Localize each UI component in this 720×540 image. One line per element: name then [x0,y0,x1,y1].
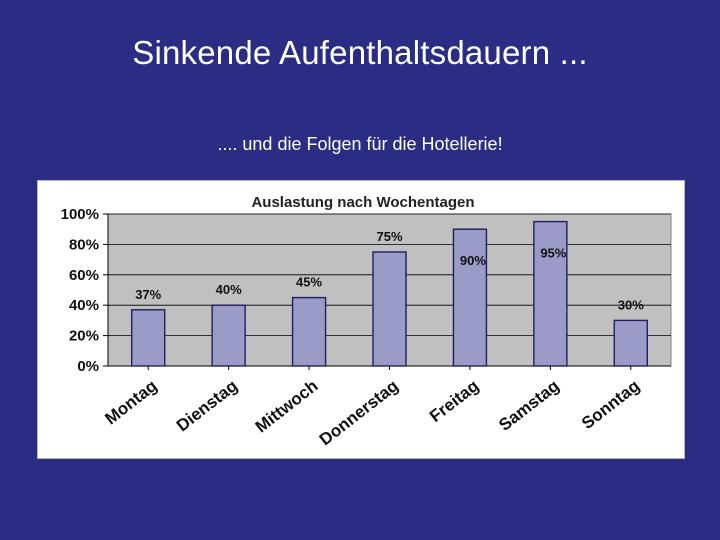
x-tick-label: Donnerstag [316,376,402,449]
data-label: 40% [216,282,242,297]
bar-chart: Auslastung nach Wochentagen 0% 20% 40% 60% 8… [61,194,672,449]
bar-mittwoch [291,296,327,367]
y-tick-label: 20% [69,328,99,345]
x-tick-label: Montag [101,376,160,428]
y-tick-label: 80% [69,236,99,253]
x-tick-label: Mittwoch [252,376,322,436]
data-label: 37% [135,287,161,302]
slide-title: Sinkende Aufenthaltsdauern ... [132,34,588,71]
bar-sonntag [613,319,648,367]
y-tick-label: 60% [69,267,99,284]
data-label: 95% [540,246,566,261]
chart-panel: Auslastung nach Wochentagen 0% 20% 40% 60% 8… [37,180,685,459]
data-label: 75% [376,229,402,244]
y-tick-label: 0% [77,358,99,375]
y-tick-label: 100% [61,206,99,223]
bar-donnerstag [372,251,407,367]
x-tick-label: Samstag [495,376,563,435]
bar-dienstag [211,304,246,367]
x-tick-label: Dienstag [173,376,241,435]
y-tick-label: 40% [69,297,99,314]
data-label: 90% [460,253,486,268]
slide-subtitle: .... und die Folgen für die Hotellerie! [217,134,503,154]
bar-freitag [452,228,488,367]
data-label: 30% [618,297,644,312]
data-label: 45% [296,275,322,290]
bar-samstag [533,220,568,367]
x-tick-label: Freitag [426,376,482,426]
chart-title: Auslastung nach Wochentagen [251,194,474,211]
bar-montag [131,309,166,367]
x-tick-label: Sonntag [578,376,643,433]
